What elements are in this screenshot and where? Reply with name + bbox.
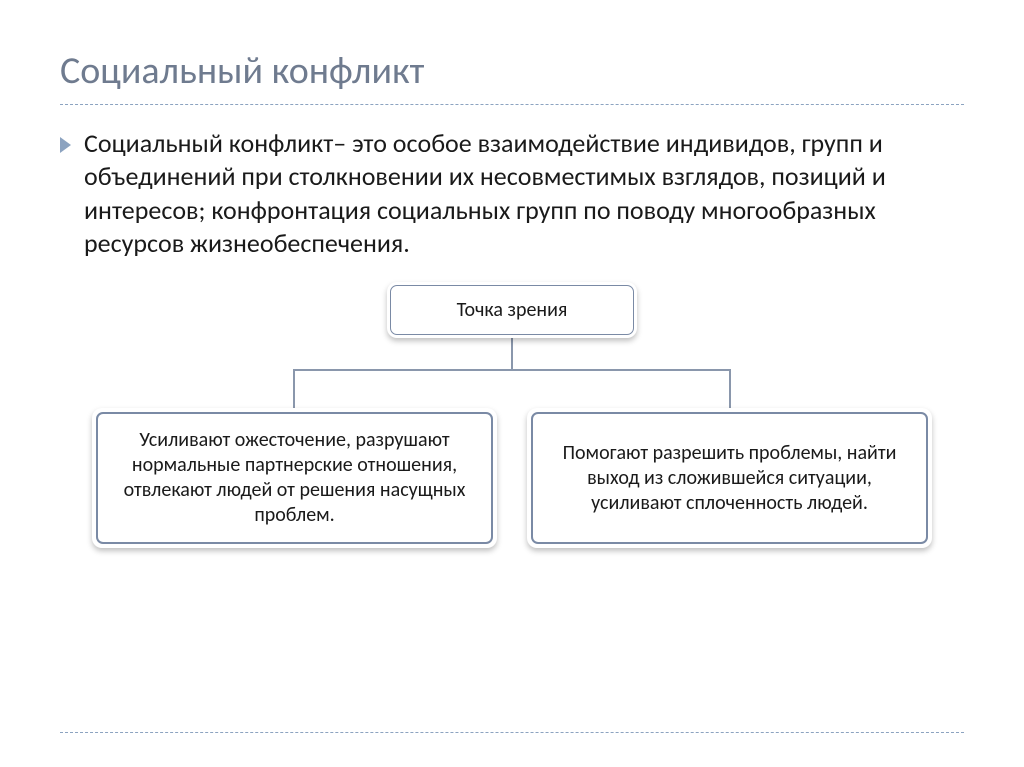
child-left-label: Усиливают ожесточение, разрушают нормаль… [110,428,479,528]
definition-text: Социальный конфликт– это особое взаимоде… [84,127,964,260]
child-node-left: Усиливают ожесточение, разрушают нормаль… [92,408,497,548]
child-right-label: Помогают разрешить проблемы, найти выход… [545,441,914,516]
title-divider [60,104,964,105]
footer-divider [60,732,964,733]
child-node-right: Помогают разрешить проблемы, найти выход… [527,408,932,548]
page-title: Социальный конфликт [60,48,964,94]
viewpoint-diagram: Точка зрения Усиливают ожесточение, разр… [82,270,942,560]
bullet-icon [60,137,74,153]
definition-bullet: Социальный конфликт– это особое взаимоде… [60,127,964,260]
root-node: Точка зрения [387,282,637,338]
root-label: Точка зрения [457,298,568,322]
